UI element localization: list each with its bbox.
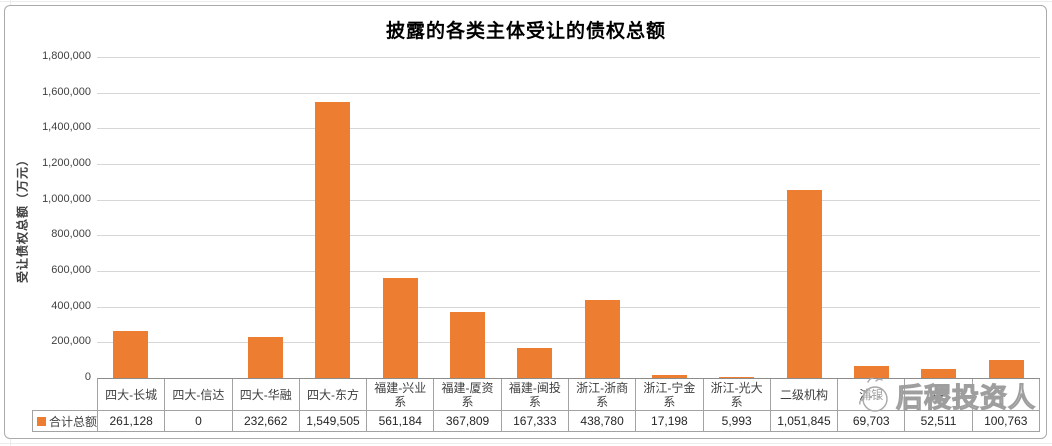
worksheet-gridline — [0, 1, 1052, 2]
y-axis-tick-label: 1,000,000 — [42, 192, 91, 205]
category-label: 福建-兴业系 — [367, 379, 435, 410]
value-cell: 438,780 — [569, 411, 637, 431]
value-cell: 17,198 — [636, 411, 704, 431]
bar-column — [636, 57, 703, 378]
bar — [854, 365, 890, 378]
category-label — [973, 379, 1040, 410]
bar-column — [838, 57, 905, 378]
y-axis-tick-label: 600,000 — [51, 264, 91, 276]
bar — [517, 348, 553, 378]
category-label: 浙江-光大系 — [704, 379, 771, 410]
value-cell: 167,333 — [502, 411, 569, 431]
gridline — [97, 342, 1040, 344]
bar — [719, 376, 755, 378]
value-cell: 261,128 — [98, 411, 166, 431]
category-label: 中 — [905, 379, 973, 410]
value-cell: 52,511 — [905, 411, 973, 431]
y-axis-tick-label: 800,000 — [51, 228, 91, 241]
bar — [382, 277, 418, 378]
legend: 合计总额 — [32, 410, 97, 432]
value-cell: 0 — [165, 411, 233, 431]
bar — [247, 336, 283, 378]
category-label: 二级机构 — [771, 379, 839, 410]
bar-column — [703, 57, 770, 378]
value-cell: 367,809 — [434, 411, 502, 431]
category-label: 浙江-浙商系 — [569, 379, 637, 410]
bar — [315, 101, 351, 378]
category-label: 浦银 — [838, 379, 906, 410]
bar-column — [771, 57, 838, 378]
bar — [988, 360, 1024, 378]
bar — [921, 368, 957, 378]
bar — [584, 299, 620, 378]
bar-column — [434, 57, 501, 378]
plot-area — [97, 57, 1040, 378]
value-cell: 561,184 — [367, 411, 435, 431]
bar-column — [973, 57, 1040, 378]
gridline — [97, 57, 1040, 58]
gridline — [97, 128, 1040, 130]
bar-column — [905, 57, 972, 378]
y-axis-tick-label: 1,600,000 — [42, 85, 91, 98]
bar — [652, 374, 688, 378]
category-label: 浙江-宁金系 — [636, 379, 704, 410]
bar-column — [366, 57, 433, 378]
y-axis-tick-label: 200,000 — [51, 335, 91, 348]
bar — [449, 312, 485, 378]
y-axis-tick-label: 1,400,000 — [42, 121, 91, 134]
gridline — [97, 306, 1040, 308]
bar — [113, 331, 149, 378]
worksheet-gridline — [0, 443, 1052, 444]
bar — [786, 190, 822, 378]
category-axis: 四大-长城 四大-信达 四大-华融 四大-东方 福建-兴业系 福建-厦资系 福建-闽投系 浙江… — [97, 378, 1040, 410]
bar-column — [97, 57, 164, 378]
chart-title: 披露的各类主体受让的债权总额 — [385, 21, 666, 42]
value-cell: 5,993 — [704, 411, 771, 431]
gridline — [97, 164, 1040, 165]
value-cell: 100,763 — [973, 411, 1040, 431]
bar-series — [97, 57, 1040, 378]
gridline — [97, 92, 1040, 94]
bar-column — [232, 57, 299, 378]
bar-column — [501, 57, 568, 378]
legend-label: 合计总额 — [49, 414, 98, 429]
bar-column — [164, 57, 231, 378]
y-axis-tick-label: 400,000 — [51, 299, 91, 312]
bar-column — [299, 57, 366, 378]
gridline — [97, 235, 1040, 237]
gridline — [97, 199, 1040, 201]
category-label: 四大-长城 — [98, 379, 166, 410]
category-label: 福建-厦资系 — [434, 379, 502, 410]
category-label: 福建-闽投系 — [502, 379, 569, 410]
value-cell: 1,549,505 — [300, 411, 368, 431]
value-cell: 69,703 — [838, 411, 906, 431]
legend-swatch-icon — [37, 416, 46, 426]
category-label: 四大-东方 — [300, 379, 368, 410]
y-axis-tick-label: 1,200,000 — [42, 157, 91, 169]
y-axis-tick-label: 0 — [84, 371, 91, 383]
data-table-values-row: 261,128 0 232,662 1,549,505 561,184 367,809 16… — [97, 410, 1040, 432]
category-label: 四大-华融 — [233, 379, 300, 410]
value-cell: 1,051,845 — [771, 411, 839, 431]
value-cell: 232,662 — [233, 411, 300, 431]
bar-column — [569, 57, 636, 378]
gridline — [97, 271, 1040, 272]
y-axis-tick-label: 1,800,000 — [42, 50, 91, 62]
category-label: 四大-信达 — [165, 379, 233, 410]
